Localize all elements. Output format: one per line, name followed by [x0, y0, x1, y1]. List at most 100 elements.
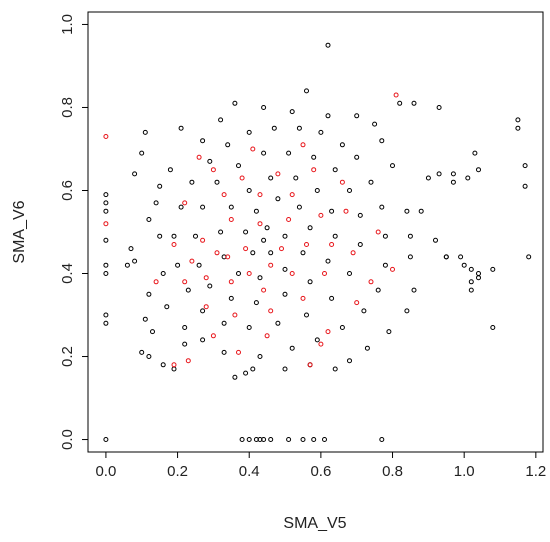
x-tick-label: 0.0: [95, 463, 116, 480]
data-point: [103, 312, 109, 318]
data-point: [182, 341, 188, 347]
data-point: [253, 208, 259, 214]
data-point: [246, 325, 252, 330]
data-point: [397, 100, 403, 106]
data-point: [368, 179, 374, 185]
data-point: [289, 192, 295, 198]
data-point: [214, 179, 220, 185]
data-point: [526, 254, 532, 260]
y-tick-label: 1.0: [59, 14, 76, 35]
data-point: [407, 233, 413, 239]
data-point: [390, 266, 395, 272]
data-point: [468, 266, 474, 272]
data-point: [325, 329, 331, 335]
data-point: [372, 121, 378, 127]
data-point: [189, 258, 195, 264]
data-point: [264, 333, 270, 339]
y-tick-label: 0.4: [59, 263, 76, 284]
data-point: [268, 437, 274, 442]
data-point: [404, 308, 410, 314]
data-point: [325, 113, 331, 119]
data-point: [307, 362, 313, 368]
data-point: [142, 316, 148, 322]
data-point: [103, 271, 109, 276]
data-point: [407, 254, 413, 260]
data-point: [246, 129, 252, 135]
data-point: [289, 345, 295, 351]
data-point: [243, 229, 249, 235]
data-point: [322, 271, 327, 276]
data-point: [182, 279, 188, 285]
data-point: [275, 320, 281, 326]
data-point: [282, 266, 288, 272]
data-point: [275, 196, 281, 202]
data-point: [153, 200, 159, 206]
data-point: [375, 229, 381, 235]
data-point: [325, 258, 331, 264]
data-point: [379, 437, 385, 442]
x-tick-label: 0.2: [167, 463, 188, 480]
data-point: [325, 42, 331, 48]
data-point: [261, 237, 267, 243]
data-point: [257, 192, 263, 198]
data-point: [221, 192, 227, 198]
data-point: [443, 254, 449, 260]
data-point: [476, 271, 481, 276]
data-point: [103, 208, 109, 214]
data-point: [139, 150, 145, 156]
data-point: [279, 246, 284, 252]
data-point: [282, 291, 288, 297]
data-point: [196, 262, 202, 268]
data-point: [332, 233, 338, 239]
data-point: [322, 437, 327, 442]
data-point: [257, 275, 263, 281]
data-point: [271, 125, 277, 131]
data-point: [132, 171, 138, 177]
data-point: [522, 183, 528, 189]
data-point: [314, 337, 320, 343]
data-point: [364, 345, 370, 351]
data-point: [307, 279, 313, 285]
data-point: [200, 237, 206, 243]
y-tick-label: 0.8: [59, 97, 76, 118]
data-point: [103, 437, 109, 442]
data-point: [311, 437, 317, 442]
data-point: [261, 437, 267, 442]
x-axis: 0.0 0.2 0.4 0.6 0.8 1.0 1.2: [95, 451, 546, 480]
data-point: [189, 179, 195, 185]
data-point: [232, 312, 238, 318]
data-point: [379, 138, 385, 144]
y-tick-label: 0.0: [59, 429, 76, 450]
data-point: [339, 325, 345, 330]
data-point: [515, 125, 521, 131]
data-point: [207, 283, 213, 289]
data-point: [239, 175, 245, 181]
data-point: [218, 229, 224, 235]
data-point: [522, 163, 528, 169]
x-tick-label: 1.2: [525, 463, 546, 480]
data-point: [332, 366, 338, 372]
data-point: [200, 308, 206, 314]
data-point: [175, 262, 181, 268]
data-point: [182, 325, 188, 330]
y-tick-label: 0.2: [59, 346, 76, 367]
data-point: [257, 354, 263, 359]
data-point: [146, 217, 152, 222]
data-point: [236, 271, 241, 276]
data-point: [228, 204, 234, 210]
data-point: [246, 188, 252, 193]
data-point: [171, 242, 177, 247]
data-point: [268, 175, 274, 181]
data-point: [103, 237, 109, 243]
data-point: [339, 142, 345, 148]
data-point: [203, 304, 209, 310]
data-point: [304, 242, 309, 247]
data-point: [382, 262, 388, 268]
data-point: [153, 279, 159, 285]
data-point: [433, 237, 438, 243]
data-point: [167, 167, 173, 173]
data-point: [103, 200, 109, 206]
data-point: [300, 250, 306, 256]
data-point: [472, 150, 478, 156]
